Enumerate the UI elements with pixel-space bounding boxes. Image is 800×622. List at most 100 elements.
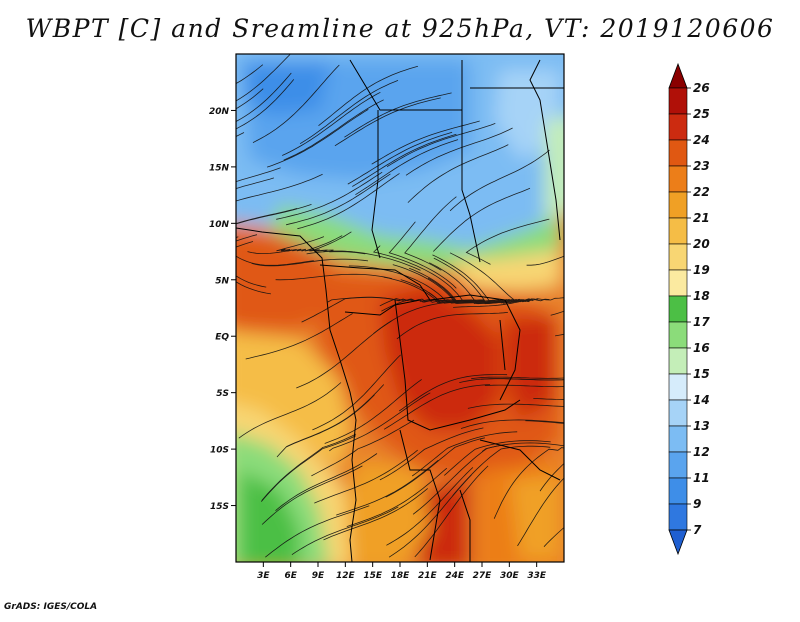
streamline <box>265 505 370 558</box>
streamline <box>465 218 550 265</box>
streamline <box>493 447 564 519</box>
colorbar-box <box>668 113 688 141</box>
streamline <box>236 79 295 130</box>
colorbar-box <box>668 399 688 427</box>
streamline <box>291 506 399 556</box>
streamline <box>334 97 441 147</box>
streamline <box>299 80 399 145</box>
colorbar-box <box>668 191 688 219</box>
lon-tick-label: 33E <box>527 571 547 581</box>
colorbar-label: 16 <box>693 341 710 355</box>
streamline <box>266 109 369 168</box>
colorbar-label: 22 <box>693 185 710 199</box>
streamline <box>433 187 531 252</box>
colorbar-label: 18 <box>693 289 710 303</box>
colorbar-box <box>668 503 688 531</box>
streamline <box>481 378 564 381</box>
streamline <box>383 276 494 304</box>
streamline <box>236 236 271 295</box>
streamline <box>373 245 468 302</box>
lat-tick-label: 20N <box>209 107 230 117</box>
streamline <box>286 173 391 226</box>
streamline <box>236 234 267 288</box>
streamline <box>311 419 415 477</box>
streamline <box>301 297 412 323</box>
streamline <box>484 384 564 388</box>
colorbar-box <box>668 217 688 245</box>
colorbar-box <box>668 165 688 193</box>
lat-tick-label: 15S <box>210 502 229 512</box>
colorbar-box <box>668 243 688 271</box>
lat-tick-label: 10N <box>209 220 230 230</box>
streamline <box>297 173 400 230</box>
streamline <box>275 273 393 281</box>
colorbar-lower-arrow <box>668 529 688 556</box>
streamline <box>236 54 291 102</box>
colorbar: 26 25 24 23 22 21 20 19 18 17 16 15 14 13 12 11 9 7 <box>668 62 710 556</box>
colorbar-label: 15 <box>693 367 710 381</box>
streamline <box>411 431 518 477</box>
streamline <box>261 465 363 525</box>
colorbar-label: 21 <box>693 211 710 225</box>
streamline <box>386 467 474 546</box>
streamline <box>275 453 378 512</box>
lon-tick-label: 3E <box>257 571 270 581</box>
colorbar-label: 12 <box>693 445 710 459</box>
streamline <box>314 449 418 504</box>
lon-tick-label: 24E <box>445 571 465 581</box>
grads-credit: GrADS: IGES/COLA <box>4 602 98 612</box>
streamline <box>407 144 509 203</box>
chart-title: WBPT [C] and Sreamline at 925hPa, VT: 20… <box>25 14 775 43</box>
streamline <box>236 241 314 266</box>
colorbar-box <box>668 87 688 115</box>
streamline <box>396 312 508 340</box>
colorbar-label: 11 <box>693 471 710 485</box>
latitude-axis: 20N 15N 10N 5N EQ 5S 10S 15S <box>209 107 236 512</box>
streamline <box>329 392 431 452</box>
streamline <box>282 91 381 156</box>
streamline <box>276 236 325 252</box>
streamline <box>383 384 491 430</box>
streamline <box>347 131 453 185</box>
colorbar-box <box>668 139 688 167</box>
colorbar-label: 7 <box>693 523 702 537</box>
colorbar-label: 14 <box>693 393 710 407</box>
colorbar-label: 9 <box>693 497 701 511</box>
streamline <box>517 477 564 547</box>
streamline <box>348 265 457 304</box>
streamline <box>247 248 307 254</box>
streamline <box>533 398 564 400</box>
streamline <box>385 437 485 498</box>
streamline <box>371 120 480 165</box>
colorbar-label: 13 <box>693 419 710 433</box>
streamline <box>409 267 514 305</box>
colorbar-label: 26 <box>693 81 710 95</box>
streamline <box>398 374 508 412</box>
streamline <box>543 527 564 547</box>
streamline <box>236 72 292 122</box>
lon-tick-label: 6E <box>284 571 297 581</box>
streamline <box>404 196 457 271</box>
streamline <box>236 88 264 110</box>
streamline <box>236 177 275 189</box>
streamline <box>296 320 392 389</box>
colorbar-label: 17 <box>693 315 710 329</box>
lon-tick-label: 21E <box>418 571 438 581</box>
streamline <box>453 297 564 308</box>
streamline <box>388 221 457 289</box>
colorbar-box <box>668 347 688 375</box>
lon-tick-label: 27E <box>473 571 493 581</box>
country-borders <box>236 59 564 562</box>
streamlines <box>236 54 564 558</box>
streamline <box>432 254 530 304</box>
streamline <box>276 171 383 220</box>
colorbar-label: 25 <box>693 107 710 121</box>
lon-tick-label: 15E <box>363 571 383 581</box>
streamline <box>526 255 564 266</box>
streamline <box>449 252 550 302</box>
lon-tick-label: 12E <box>336 571 356 581</box>
streamline <box>238 382 342 439</box>
streamline <box>276 394 375 458</box>
lat-tick-label: EQ <box>215 333 229 343</box>
streamline <box>346 467 448 527</box>
